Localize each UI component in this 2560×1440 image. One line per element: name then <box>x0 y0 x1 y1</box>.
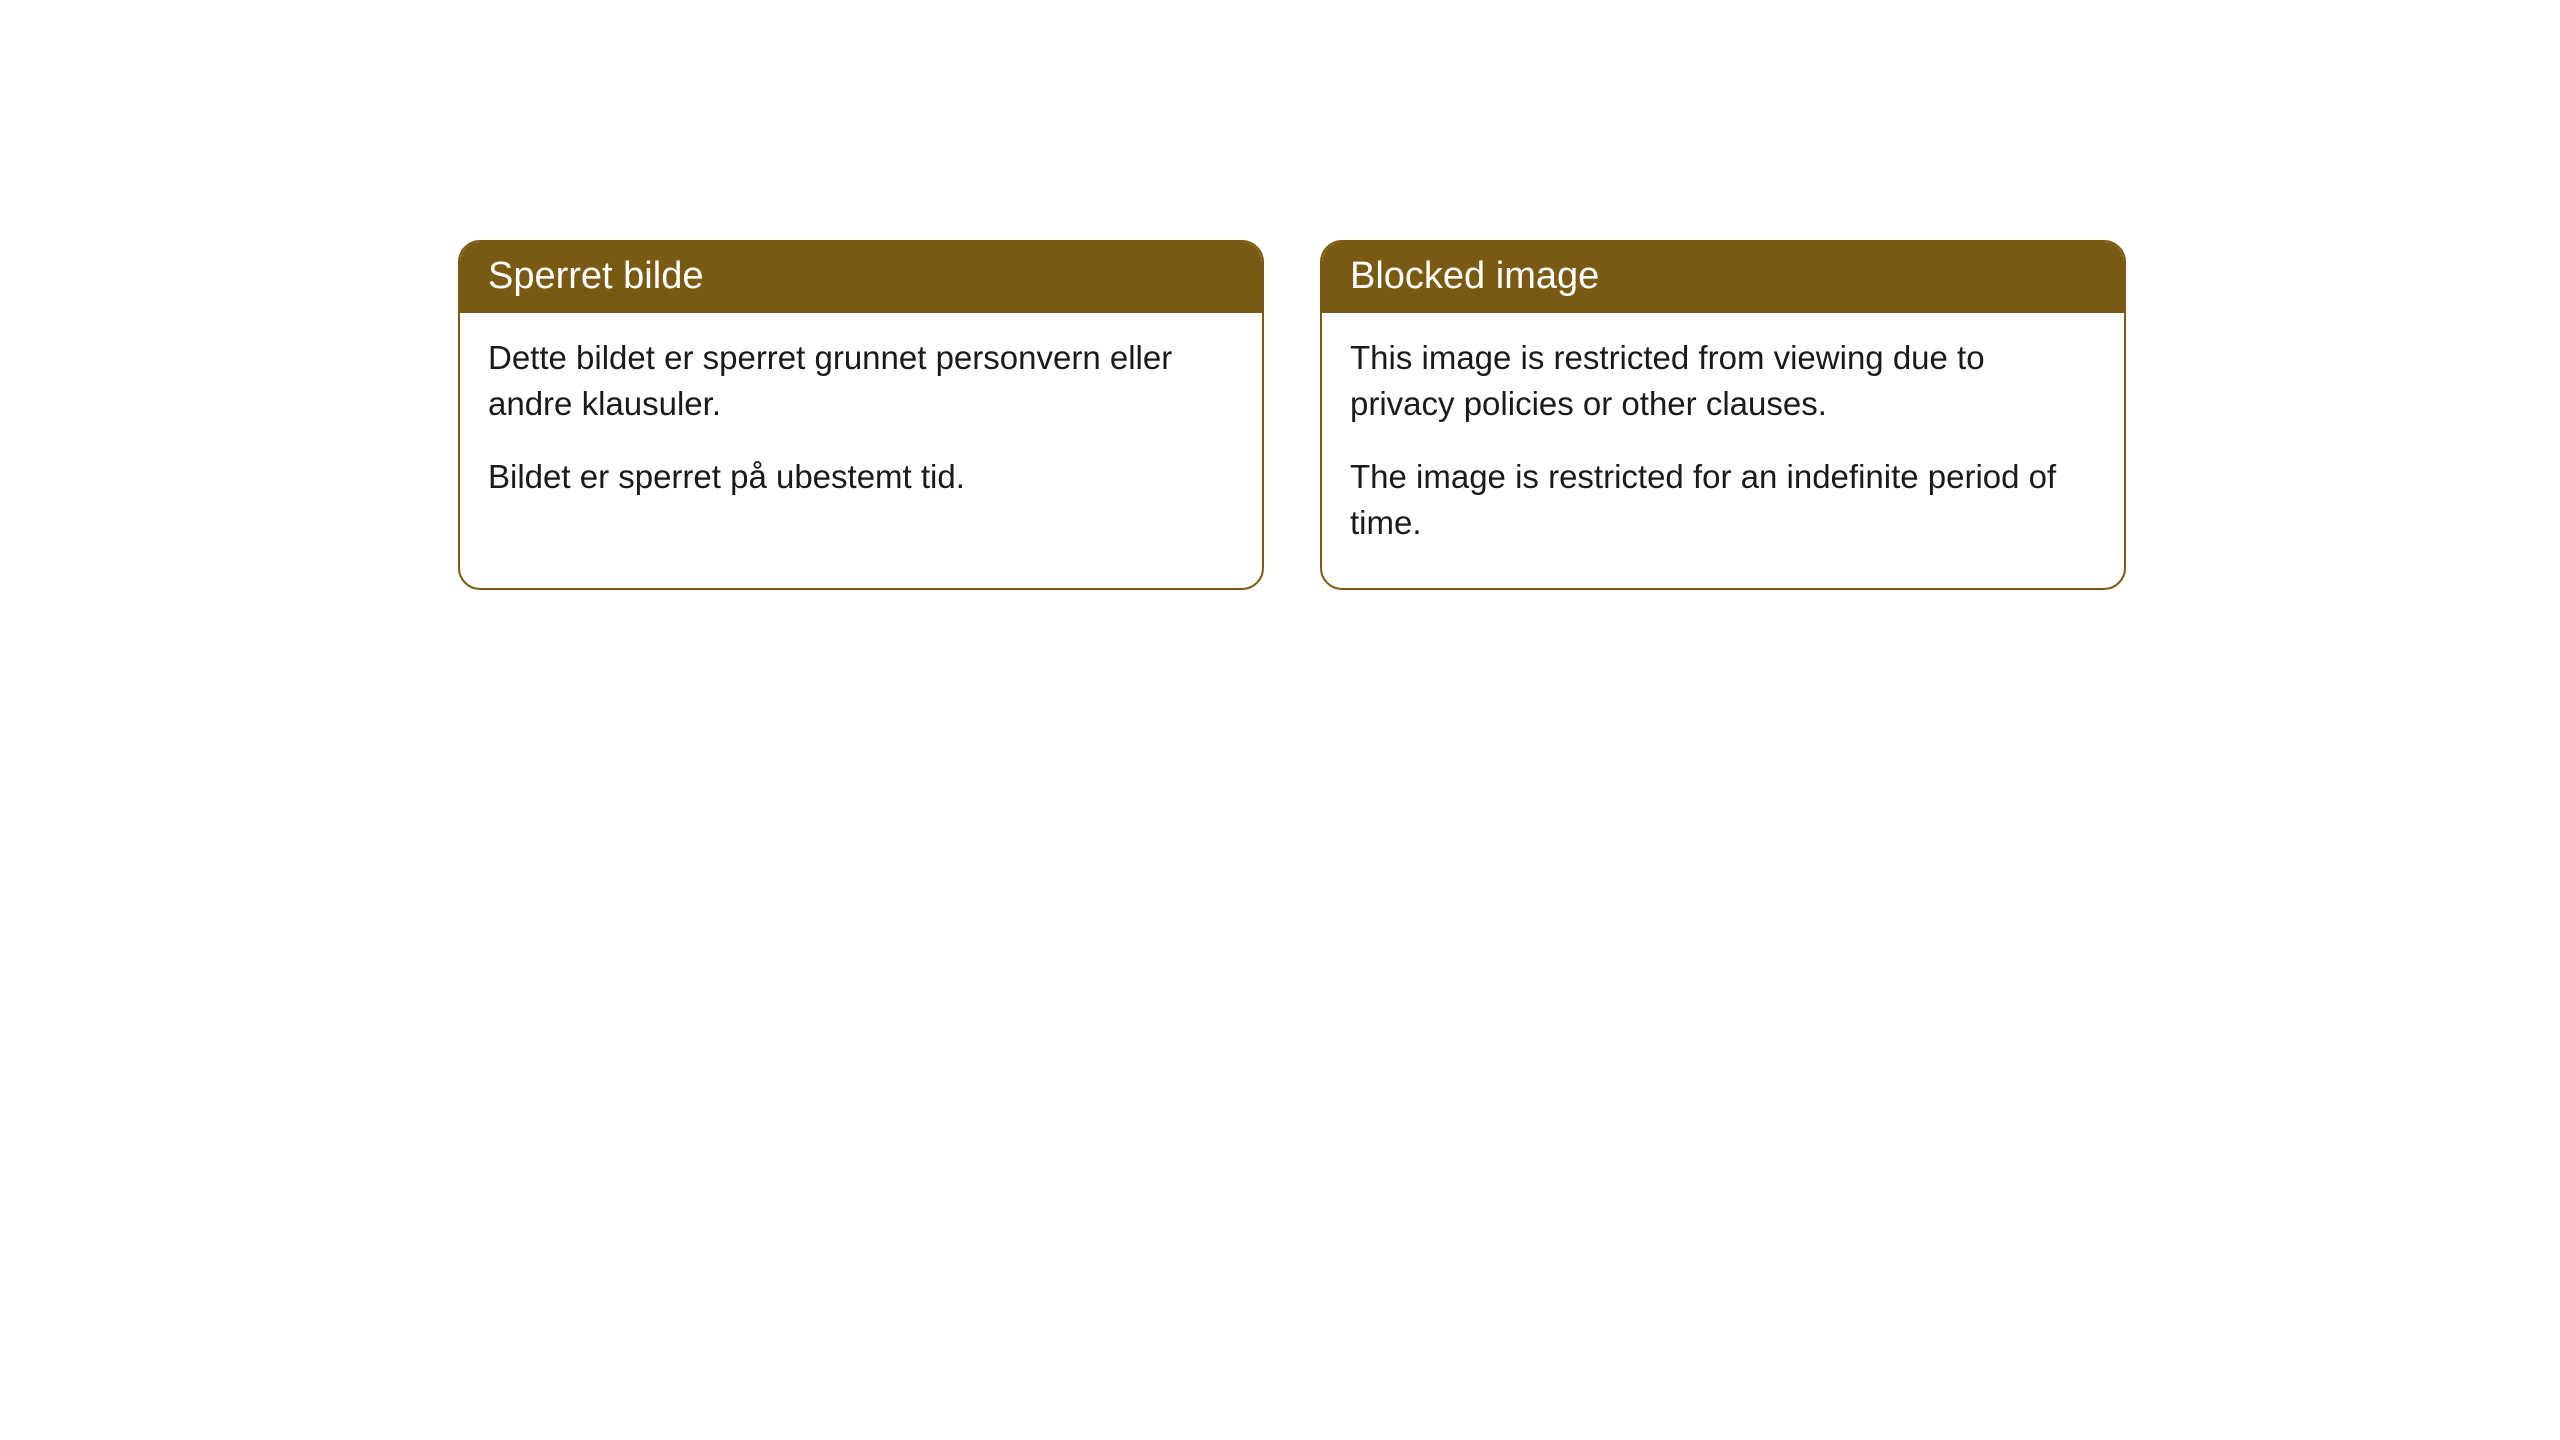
card-paragraph: The image is restricted for an indefinit… <box>1350 454 2096 545</box>
card-paragraph: Bildet er sperret på ubestemt tid. <box>488 454 1234 500</box>
card-body: This image is restricted from viewing du… <box>1322 313 2124 587</box>
card-paragraph: Dette bildet er sperret grunnet personve… <box>488 335 1234 426</box>
card-paragraph: This image is restricted from viewing du… <box>1350 335 2096 426</box>
card-title: Sperret bilde <box>460 242 1262 313</box>
cards-container: Sperret bilde Dette bildet er sperret gr… <box>458 240 2126 590</box>
card-title: Blocked image <box>1322 242 2124 313</box>
card-english: Blocked image This image is restricted f… <box>1320 240 2126 590</box>
card-body: Dette bildet er sperret grunnet personve… <box>460 313 1262 542</box>
card-norwegian: Sperret bilde Dette bildet er sperret gr… <box>458 240 1264 590</box>
